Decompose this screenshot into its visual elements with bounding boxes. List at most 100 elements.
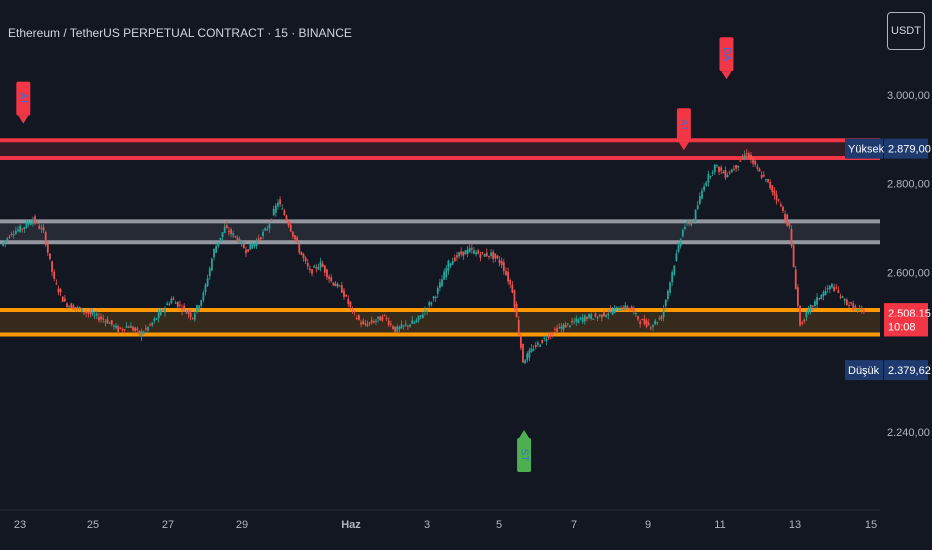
candle-body (213, 248, 215, 258)
candle-body (424, 310, 426, 312)
candle-body (799, 305, 801, 326)
candle-body (14, 231, 17, 234)
candle-body (264, 228, 267, 231)
candle-body (475, 252, 478, 255)
candle-body (816, 297, 818, 305)
candle-body (372, 321, 375, 323)
candle-body (643, 319, 646, 324)
candle-body (451, 260, 454, 265)
candle-body (626, 306, 629, 310)
candle-body (59, 289, 62, 293)
candle-body (564, 324, 567, 328)
signal-marker-label: DA (721, 47, 732, 61)
candle-body (843, 298, 846, 301)
candle-body (788, 222, 791, 227)
x-tick-label: 13 (789, 519, 801, 531)
resistance-zone-fill (0, 140, 880, 158)
candle-body (228, 231, 230, 233)
candle-body (251, 244, 254, 249)
candle-body (191, 317, 194, 319)
candle-body (473, 250, 475, 254)
y-tick-label: 2.240,00 (887, 427, 930, 439)
candle-body (513, 290, 516, 308)
candle-body (68, 306, 71, 308)
candle-body (247, 249, 250, 252)
candle-body (481, 252, 484, 254)
candle-body (600, 314, 603, 318)
candle-body (106, 319, 109, 324)
candle-body (51, 261, 53, 272)
candle-body (240, 242, 243, 244)
candle-body (707, 173, 710, 183)
candle-body (168, 303, 171, 305)
candle-body (432, 296, 435, 299)
price-zones (0, 138, 880, 337)
candle-body (12, 234, 15, 236)
candle-body (134, 327, 137, 331)
y-axis: 3.000,00 2.800,00 2.600,00 2.240,00 (887, 90, 930, 439)
candle-body (739, 160, 742, 162)
candle-body (571, 320, 573, 322)
candle-body (379, 316, 382, 321)
candle-body (46, 243, 49, 253)
candle-body (826, 288, 829, 290)
candle-body (100, 316, 102, 320)
candle-body (754, 160, 757, 165)
candle-body (291, 231, 294, 237)
signal-marker-label: AT (18, 93, 29, 105)
candle-body (394, 326, 397, 333)
candle-body (4, 240, 7, 244)
candle-body (417, 315, 420, 321)
candle-body (72, 305, 75, 310)
candle-body (622, 307, 625, 311)
candle-body (684, 226, 686, 229)
candle-body (411, 320, 414, 324)
candle-body (558, 327, 561, 329)
candle-body (713, 164, 716, 173)
candle-body (782, 206, 784, 211)
candle-body (852, 303, 855, 311)
candle-body (831, 284, 833, 288)
candle-body (53, 271, 56, 279)
candle-body (566, 323, 569, 325)
price-tag-value: 2.379,62 (888, 365, 931, 377)
candle-body (304, 257, 307, 262)
signal-marker-arrow (18, 115, 29, 124)
currency-button[interactable]: USDT (887, 12, 925, 50)
candle-body (108, 322, 111, 324)
price-tag-value: 2.879,00 (888, 144, 931, 156)
candle-body (110, 320, 113, 325)
candle-body (577, 319, 580, 324)
candle-body (83, 312, 85, 314)
candle-body (404, 324, 407, 326)
candle-body (434, 296, 437, 299)
candle-body (125, 326, 128, 328)
candle-body (413, 321, 416, 324)
candle-body (664, 299, 667, 306)
candle-body (119, 327, 122, 329)
candle-body (519, 335, 522, 348)
candle-body (730, 169, 733, 173)
candle-body (44, 232, 47, 246)
candle-body (688, 222, 691, 224)
candle-body (579, 317, 582, 320)
candle-body (426, 310, 429, 312)
candle-body (326, 269, 328, 278)
candle-body (679, 239, 682, 247)
candle-body (198, 305, 201, 311)
candle-body (270, 219, 273, 221)
candle-body (624, 305, 627, 310)
candle-body (415, 320, 418, 323)
candle-body (496, 255, 499, 259)
candle-body (193, 313, 196, 320)
candle-body (737, 165, 740, 168)
candle-body (652, 325, 654, 328)
candle-body (332, 282, 335, 286)
candle-body (494, 253, 497, 259)
candle-body (837, 290, 840, 293)
candle-body (660, 316, 663, 319)
price-tag-box (884, 138, 928, 159)
candle-body (722, 171, 725, 174)
candle-body (87, 312, 90, 314)
